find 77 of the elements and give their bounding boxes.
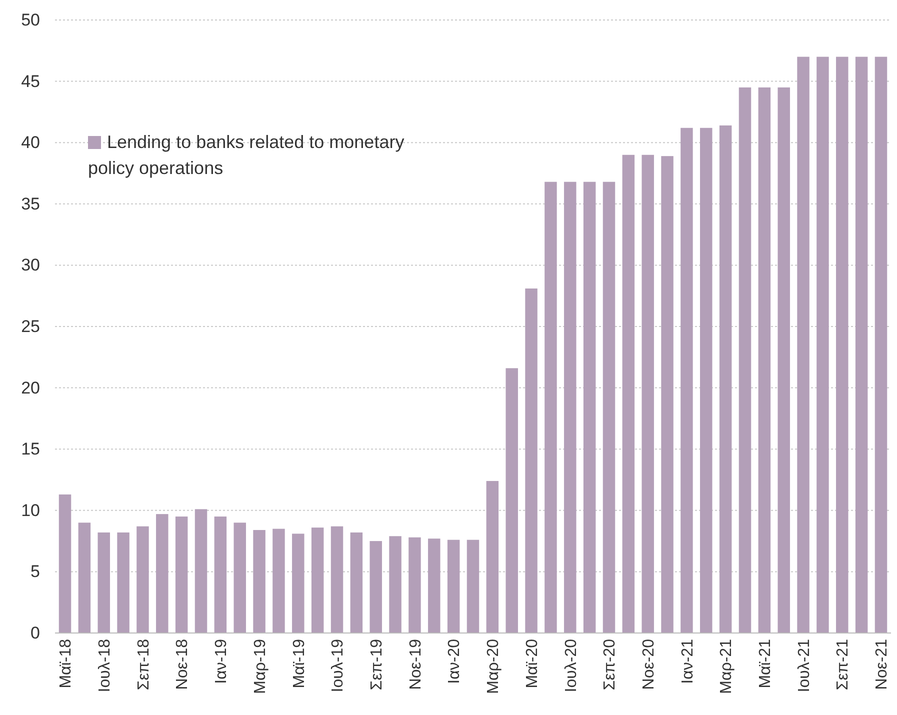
y-tick-label: 10 (21, 500, 40, 520)
y-tick-label: 5 (30, 562, 40, 582)
x-tick-label: Νοε-19 (407, 638, 424, 690)
y-tick-label: 50 (21, 10, 40, 30)
y-tick-label: 25 (21, 316, 40, 336)
bar (583, 182, 596, 633)
x-tick-label: Ιαν-21 (679, 638, 696, 684)
x-tick-label: Μαρ-21 (718, 638, 736, 694)
x-tick-label: Μαϊ-18 (58, 638, 75, 688)
bar (117, 532, 130, 633)
bar (389, 536, 402, 633)
bar (136, 526, 149, 633)
bar (98, 532, 110, 633)
bar (428, 538, 440, 633)
x-tick-label: Σεπ-21 (834, 638, 852, 690)
x-tick-label: Ιαν-19 (213, 638, 230, 684)
y-tick-label: 20 (21, 378, 40, 398)
bar (525, 288, 538, 633)
x-tick-label: Ιουλ-19 (330, 638, 347, 692)
y-tick-label: 35 (21, 194, 40, 214)
bar (680, 128, 693, 633)
y-tick-label: 45 (21, 72, 40, 91)
bar (311, 528, 324, 633)
bar (738, 87, 752, 633)
bar (564, 182, 576, 633)
bar (175, 516, 188, 633)
x-tick-label: Ιουλ-18 (96, 638, 114, 692)
bar (544, 182, 557, 633)
x-tick-label: Νοε-20 (640, 638, 658, 690)
bar (602, 182, 616, 633)
bar (661, 156, 674, 633)
bar (486, 480, 499, 633)
bar (855, 56, 868, 633)
bar (272, 528, 285, 633)
legend-label: Lending to banks related to monetary policy operations (88, 132, 404, 178)
bar (330, 526, 344, 633)
x-tick-label: Μαϊ-19 (290, 638, 308, 688)
bar (874, 56, 888, 633)
bar (253, 530, 266, 633)
bar (506, 368, 518, 633)
bar (370, 541, 382, 633)
x-tick-label: Μαρ-20 (485, 638, 502, 694)
x-tick-label: Σεπ-18 (135, 638, 152, 690)
bar (622, 154, 635, 633)
x-tick-label: Ιουλ-20 (562, 638, 580, 692)
y-tick-label: 30 (21, 256, 40, 275)
bar (350, 532, 363, 633)
bar (700, 128, 712, 633)
x-tick-label: Μαϊ-20 (524, 638, 541, 688)
bar (719, 125, 732, 633)
bar (214, 516, 227, 633)
y-tick-label: 40 (21, 133, 40, 152)
bar (836, 56, 848, 633)
bar (156, 514, 168, 633)
bar (758, 87, 771, 633)
x-tick-label: Σεπ-20 (602, 638, 619, 690)
x-tick-label: Σεπ-19 (368, 638, 386, 690)
bar (466, 540, 480, 633)
x-tick-label: Μαρ-19 (252, 638, 269, 694)
bar (642, 154, 654, 633)
x-tick-label: Νοε-18 (174, 638, 192, 690)
bar (78, 522, 91, 633)
bar (447, 540, 460, 633)
bar (234, 522, 246, 633)
bar (194, 509, 208, 633)
x-tick-label: Ιαν-20 (446, 638, 464, 684)
bar (292, 534, 304, 633)
x-tick-label: Νοε-21 (874, 638, 891, 690)
x-tick-label: Μαϊ-21 (757, 638, 774, 688)
bar (778, 87, 790, 633)
y-tick-label: 0 (30, 623, 40, 642)
bar (58, 494, 72, 633)
y-tick-label: 15 (21, 440, 40, 459)
x-tick-label: Ιουλ-21 (796, 638, 813, 692)
bar (408, 537, 421, 633)
bar (816, 56, 829, 633)
bar (797, 56, 810, 633)
